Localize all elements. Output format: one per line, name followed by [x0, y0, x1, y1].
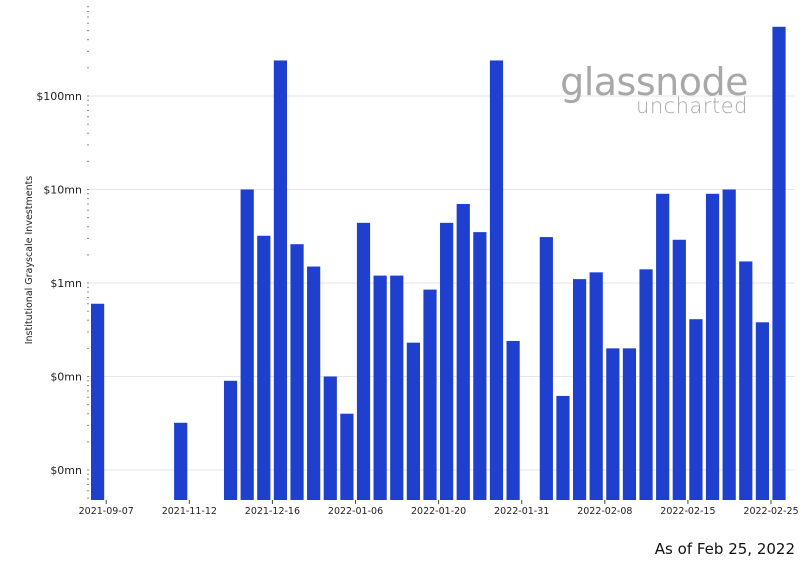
bar	[606, 348, 620, 500]
y-tick-label: $1mn	[50, 277, 82, 290]
bar	[406, 342, 420, 500]
bar	[506, 340, 520, 500]
x-tick-label: 2021-11-12	[162, 506, 217, 517]
watermark-product: uncharted	[636, 94, 748, 118]
bar	[390, 275, 404, 500]
as-of-caption: As of Feb 25, 2022	[655, 540, 795, 558]
bar	[456, 203, 470, 500]
bar	[755, 322, 769, 500]
bar	[589, 272, 603, 500]
x-tick-label: 2022-02-25	[743, 506, 798, 517]
bar	[722, 189, 736, 500]
bar	[656, 193, 670, 500]
x-tick-label: 2022-01-20	[411, 506, 466, 517]
bar	[91, 303, 105, 500]
x-tick-label: 2022-01-31	[494, 506, 549, 517]
bar	[639, 269, 653, 500]
bar	[340, 413, 354, 500]
bar	[440, 222, 454, 501]
bar	[257, 235, 271, 500]
bar	[572, 279, 587, 500]
bar	[489, 60, 504, 500]
y-axis-label: Institutional Grayscale Investments	[24, 176, 35, 345]
bar	[273, 60, 288, 500]
bar	[356, 222, 371, 501]
y-tick-label: $0mn	[50, 371, 82, 384]
x-tick-label: 2021-12-16	[245, 506, 300, 517]
y-tick-label: $0mn	[50, 464, 82, 477]
x-tick-label: 2022-01-06	[328, 506, 383, 517]
bar	[373, 275, 387, 500]
bar	[473, 232, 487, 500]
bar	[223, 380, 238, 500]
bar	[772, 26, 786, 500]
bar	[240, 189, 254, 500]
bar	[539, 237, 553, 500]
bar	[307, 266, 321, 500]
y-tick-label: $100mn	[36, 90, 82, 103]
tick-labels: $0mn $0mn $1mn $10mn $100mn 2021-09-07 2021-11…	[36, 90, 798, 517]
bar	[672, 239, 686, 500]
bar	[622, 348, 637, 500]
bar	[705, 193, 720, 500]
x-tick-label: 2022-02-08	[577, 506, 632, 517]
bar	[174, 422, 188, 500]
bar	[290, 244, 304, 500]
watermark-brand: glassnode	[560, 60, 748, 104]
bar	[323, 376, 337, 500]
bar	[556, 395, 570, 500]
y-tick-label: $10mn	[43, 184, 82, 197]
bar	[689, 319, 703, 500]
bar	[739, 261, 753, 500]
x-tick-label: 2021-09-07	[79, 506, 134, 517]
bar	[423, 289, 437, 500]
y-axis	[87, 6, 89, 499]
bars	[91, 26, 786, 501]
x-tick-label: 2022-02-15	[660, 506, 715, 517]
